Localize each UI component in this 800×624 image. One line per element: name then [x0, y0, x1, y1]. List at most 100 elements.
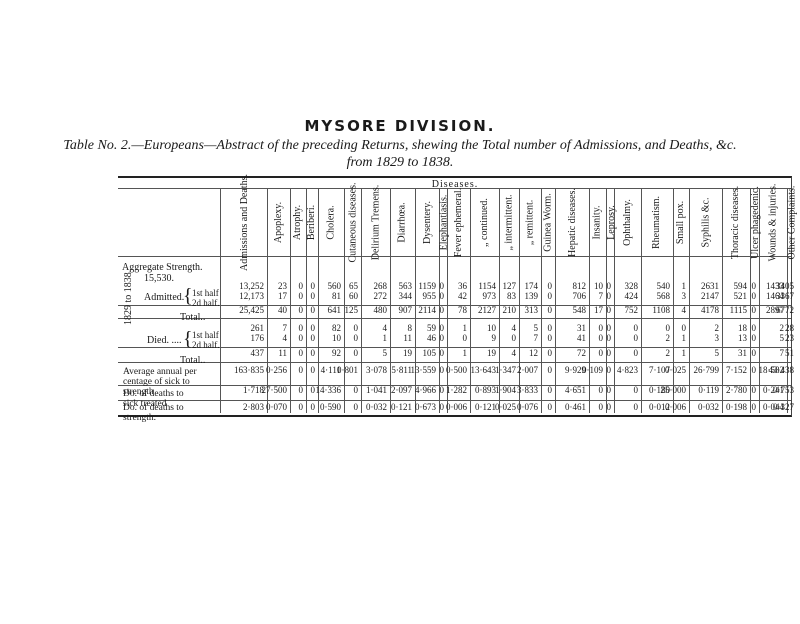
- row-rule: [118, 385, 791, 386]
- column-rule: [318, 188, 319, 413]
- table-cell: 0: [439, 281, 445, 291]
- column-header-label: Cholera.: [325, 205, 337, 240]
- column-header-label: Admissions and Deaths.: [238, 174, 250, 271]
- table-cell: 2: [714, 323, 720, 333]
- column-header: Elephantiasis.: [439, 190, 450, 255]
- aggregate-label: Aggregate Strength. 15,530.: [122, 262, 203, 284]
- table-cell: 18·582: [758, 365, 785, 375]
- table-cell: 3405: [776, 281, 794, 291]
- table-cell: 3: [714, 333, 720, 343]
- table-cell: 2: [779, 323, 785, 333]
- table-cell: 82: [332, 323, 341, 333]
- table-cell: 0: [353, 402, 359, 412]
- table-cell: 0·327: [773, 402, 794, 412]
- table-cell: 1159: [418, 281, 436, 291]
- table-cell: 0: [606, 305, 612, 315]
- column-rule: [555, 188, 556, 413]
- table-cell: 1108: [652, 305, 670, 315]
- column-rule: [759, 188, 760, 413]
- column-header: Small pox.: [674, 190, 688, 255]
- table-cell: 0: [310, 281, 316, 291]
- admitted-total-label: Total..: [180, 312, 206, 323]
- column-header: Beriberi.: [307, 190, 318, 255]
- column-rule: [589, 188, 590, 413]
- table-cell: 51: [785, 348, 794, 358]
- diseases-header: Diseases.: [431, 179, 479, 190]
- table-cell: 548: [572, 305, 587, 315]
- table-cell: 139: [524, 291, 539, 301]
- deaths-to-strength-label: Do. of deaths to strength.: [123, 403, 184, 423]
- table-cell: 0: [633, 323, 639, 333]
- column-rule: [306, 188, 307, 413]
- died-brace: {: [183, 328, 193, 350]
- table-cell: 0: [310, 402, 316, 412]
- column-header: Dysentery.: [416, 190, 438, 255]
- table-cell: 4: [382, 323, 388, 333]
- table-cell: 0: [751, 348, 757, 358]
- column-rule: [439, 188, 440, 413]
- column-header-label: Hepatic diseases.: [566, 188, 578, 257]
- row-rule: [118, 305, 791, 306]
- table-cell: 0: [439, 333, 445, 343]
- table-cell: 13: [738, 333, 747, 343]
- column-header-label: Syphilis &c.: [700, 197, 712, 248]
- table-cell: 0: [511, 333, 517, 343]
- table-cell: 4: [282, 333, 288, 343]
- table-cell: 0: [439, 365, 445, 375]
- table-cell: 0: [633, 385, 639, 395]
- table-cell: 0: [633, 333, 639, 343]
- table-cell: 4·823: [617, 365, 638, 375]
- table-cell: 0·119: [698, 385, 719, 395]
- table-cell: 0: [606, 281, 612, 291]
- table-cell: 5: [779, 333, 785, 343]
- table-cell: 0: [298, 385, 304, 395]
- table-cell: 2·097: [391, 385, 412, 395]
- table-cell: 60: [349, 291, 358, 301]
- table-cell: 0: [462, 333, 468, 343]
- column-header: Guinea Worm.: [542, 190, 554, 255]
- table-cell: 1: [681, 348, 687, 358]
- table-cell: 78: [458, 305, 467, 315]
- table-cell: 437: [250, 348, 265, 358]
- table-cell: 0·012: [649, 402, 670, 412]
- table-cell: 907: [398, 305, 413, 315]
- table-cell: 2631: [701, 281, 719, 291]
- table-cell: 0: [633, 402, 639, 412]
- table-cell: 480: [373, 305, 388, 315]
- table-cell: 7·152: [726, 365, 747, 375]
- table-cell: 42: [458, 291, 467, 301]
- table-cell: 0·801: [337, 365, 358, 375]
- table-cell: 0·109: [582, 365, 603, 375]
- table-cell: 9: [491, 333, 497, 343]
- table-cell: 0: [547, 281, 553, 291]
- column-header-label: Ulcer phagedenic.: [749, 186, 761, 259]
- table-cell: 1: [462, 348, 468, 358]
- table-cell: 0·076: [517, 402, 538, 412]
- table-cell: 641: [327, 305, 342, 315]
- table-cell: 0·121: [391, 402, 412, 412]
- table-cell: 11: [403, 333, 412, 343]
- section-title: MYSORE DIVISION.: [304, 117, 496, 135]
- column-header: Atrophy.: [291, 190, 305, 255]
- table-cell: 31: [738, 348, 747, 358]
- table-cell: 105: [422, 348, 437, 358]
- table-cell: 0·121: [475, 402, 496, 412]
- table-cell: 1: [462, 323, 468, 333]
- table-cell: 9·929: [565, 365, 586, 375]
- table-cell: 955: [422, 291, 437, 301]
- table-cell: 4: [681, 305, 687, 315]
- table-cell: 27·500: [261, 385, 288, 395]
- table-cell: 344: [398, 291, 413, 301]
- column-header: Rheumatism.: [642, 190, 672, 255]
- table-cell: 0: [606, 348, 612, 358]
- table-cell: 0: [298, 323, 304, 333]
- table-cell: 81: [332, 291, 341, 301]
- table-cell: 0: [598, 323, 604, 333]
- row-rule: [118, 188, 791, 189]
- column-header-label: Thoracic diseases.: [730, 185, 742, 260]
- column-header: Wounds & injuries.: [760, 184, 786, 262]
- table-cell: 0: [439, 323, 445, 333]
- table-cell: 5·811: [391, 365, 412, 375]
- table-cell: 0: [751, 333, 757, 343]
- table-cell: 11: [278, 348, 287, 358]
